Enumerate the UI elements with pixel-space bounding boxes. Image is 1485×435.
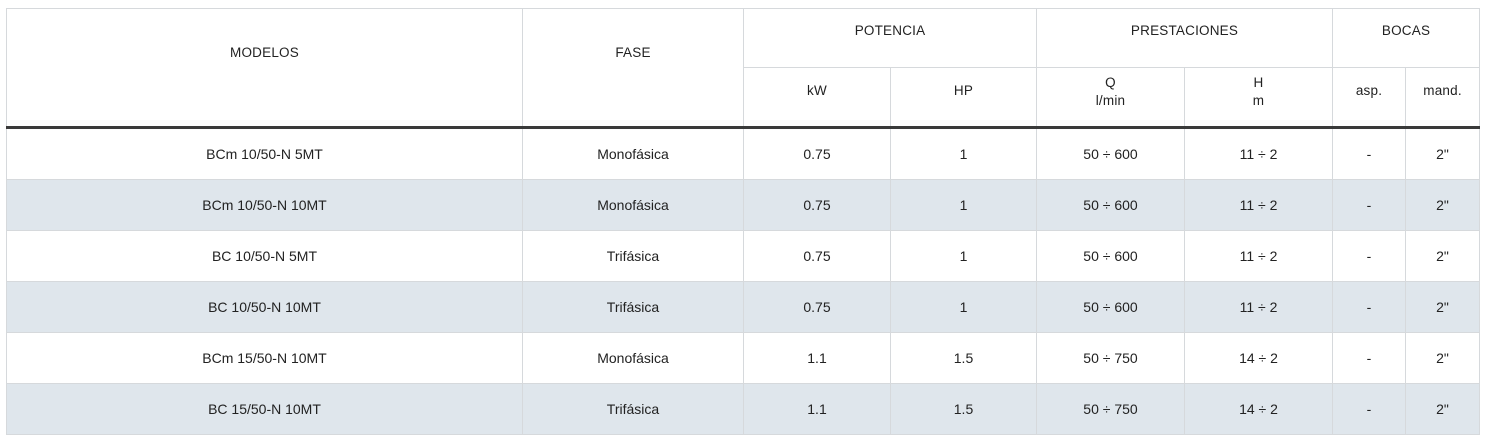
cell-h: 14 ÷ 2 [1183, 383, 1334, 435]
cell-q: 50 ÷ 750 [1036, 332, 1185, 384]
header-h-unit: m [1252, 93, 1265, 108]
cell-modelo: BCm 10/50-N 10MT [6, 179, 523, 231]
cell-kw: 0.75 [743, 230, 891, 282]
cell-hp: 1.5 [890, 332, 1037, 384]
table-row: BCm 15/50-N 10MT Monofásica 1.1 1.5 50 ÷… [6, 332, 1481, 384]
header-hp: HP [890, 67, 1037, 129]
cell-fase: Trifásica [522, 383, 744, 435]
header-q: Q l/min [1036, 67, 1185, 129]
cell-fase: Monofásica [522, 127, 744, 180]
cell-kw: 0.75 [743, 281, 891, 333]
table-row: BCm 10/50-N 5MT Monofásica 0.75 1 50 ÷ 6… [6, 127, 1481, 180]
header-potencia: POTENCIA [743, 8, 1037, 68]
cell-kw: 0.75 [743, 127, 891, 180]
cell-hp: 1 [890, 127, 1037, 180]
cell-h: 11 ÷ 2 [1183, 281, 1334, 333]
cell-asp: - [1332, 127, 1407, 180]
cell-mand: 2" [1405, 230, 1481, 282]
spec-table: MODELOS FASE POTENCIA PRESTACIONES BOCAS… [6, 8, 1481, 435]
cell-fase: Trifásica [522, 281, 744, 333]
cell-modelo: BC 15/50-N 10MT [6, 383, 523, 435]
cell-mand: 2" [1405, 127, 1481, 180]
cell-h: 11 ÷ 2 [1183, 127, 1334, 180]
header-prestaciones: PRESTACIONES [1035, 8, 1334, 68]
header-modelos: MODELOS [6, 8, 523, 129]
cell-hp: 1 [890, 230, 1037, 282]
cell-hp: 1 [890, 179, 1037, 231]
cell-mand: 2" [1405, 332, 1481, 384]
cell-q: 50 ÷ 600 [1036, 179, 1185, 231]
cell-mand: 2" [1405, 281, 1481, 333]
cell-q: 50 ÷ 750 [1036, 383, 1185, 435]
cell-hp: 1.5 [890, 383, 1037, 435]
cell-modelo: BCm 15/50-N 10MT [6, 332, 523, 384]
header-fase: FASE [522, 8, 744, 129]
header-h-label: H [1253, 75, 1264, 90]
cell-fase: Monofásica [522, 332, 744, 384]
cell-asp: - [1332, 230, 1407, 282]
header-q-unit: l/min [1095, 93, 1126, 108]
spec-table-container: MODELOS FASE POTENCIA PRESTACIONES BOCAS… [6, 8, 1481, 435]
cell-asp: - [1332, 179, 1407, 231]
header-h: H m [1183, 67, 1334, 129]
table-row: BCm 10/50-N 10MT Monofásica 0.75 1 50 ÷ … [6, 179, 1481, 231]
cell-modelo: BC 10/50-N 10MT [6, 281, 523, 333]
header-kw: kW [743, 67, 891, 129]
cell-h: 14 ÷ 2 [1183, 332, 1334, 384]
table-row: BC 10/50-N 5MT Trifásica 0.75 1 50 ÷ 600… [6, 230, 1481, 282]
cell-kw: 0.75 [743, 179, 891, 231]
cell-hp: 1 [890, 281, 1037, 333]
cell-modelo: BC 10/50-N 5MT [6, 230, 523, 282]
cell-kw: 1.1 [743, 383, 891, 435]
cell-fase: Trifásica [522, 230, 744, 282]
header-asp: asp. [1332, 67, 1407, 129]
table-row: BC 15/50-N 10MT Trifásica 1.1 1.5 50 ÷ 7… [6, 383, 1481, 435]
cell-modelo: BCm 10/50-N 5MT [6, 127, 523, 180]
header-q-label: Q [1105, 75, 1116, 90]
table-row: BC 10/50-N 10MT Trifásica 0.75 1 50 ÷ 60… [6, 281, 1481, 333]
cell-asp: - [1332, 332, 1407, 384]
cell-fase: Monofásica [522, 179, 744, 231]
cell-q: 50 ÷ 600 [1036, 127, 1185, 180]
cell-mand: 2" [1405, 383, 1481, 435]
cell-kw: 1.1 [743, 332, 891, 384]
cell-q: 50 ÷ 600 [1036, 281, 1185, 333]
header-mand: mand. [1405, 67, 1481, 129]
cell-q: 50 ÷ 600 [1036, 230, 1185, 282]
cell-h: 11 ÷ 2 [1183, 179, 1334, 231]
cell-asp: - [1332, 383, 1407, 435]
cell-asp: - [1332, 281, 1407, 333]
cell-h: 11 ÷ 2 [1183, 230, 1334, 282]
header-bocas: BOCAS [1332, 8, 1481, 68]
cell-mand: 2" [1405, 179, 1481, 231]
